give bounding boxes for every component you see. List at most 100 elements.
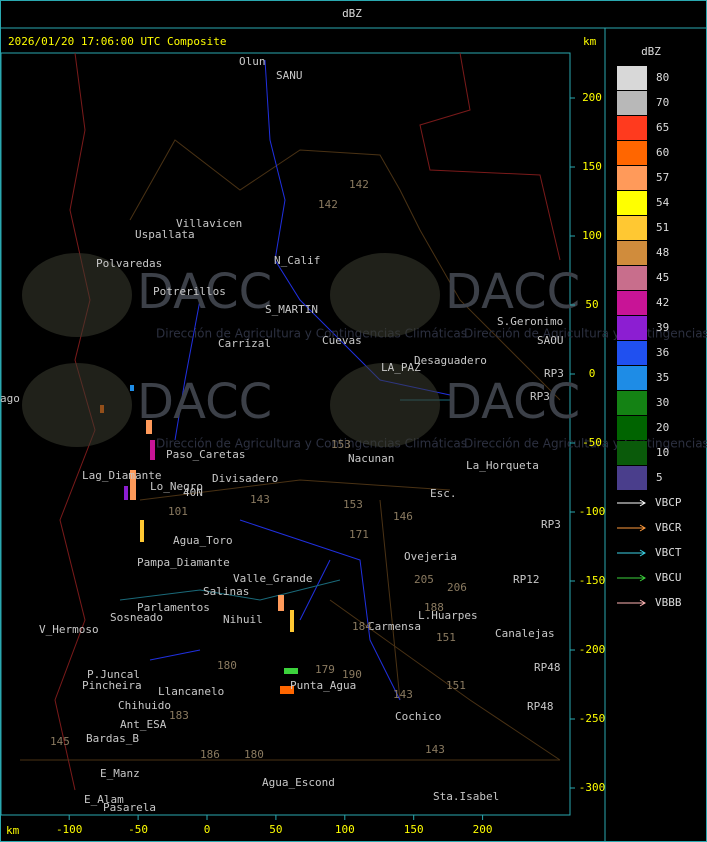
echo <box>280 686 294 694</box>
legend-label: 57 <box>656 171 669 184</box>
place-label: Pampa_Diamante <box>137 556 230 569</box>
legend-label: 70 <box>656 96 669 109</box>
place-label: Llancanelo <box>158 685 224 698</box>
radar-label: VBBB <box>655 596 682 609</box>
legend-swatch <box>617 391 647 415</box>
legend-swatch <box>617 141 647 165</box>
place-label: 186 <box>200 748 220 761</box>
legend-swatch <box>617 466 647 490</box>
echo <box>140 520 144 542</box>
radar-arrow <box>617 599 646 607</box>
place-label: 143 <box>393 688 413 701</box>
place-label: 142 <box>318 198 338 211</box>
unit-label: km <box>583 35 597 48</box>
y-tick-label: 50 <box>585 298 598 311</box>
y-tick-label: -50 <box>582 436 602 449</box>
place-label: V_Hermoso <box>39 623 99 636</box>
echo <box>130 470 136 500</box>
place-label: 143 <box>250 493 270 506</box>
watermark-name: DACC <box>445 264 580 320</box>
place-label: RP48 <box>527 700 554 713</box>
place-label: Carrizal <box>218 337 271 350</box>
place-label: RP12 <box>513 573 540 586</box>
place-label: Potrerillos <box>153 285 226 298</box>
place-label: L.Huarpes <box>418 609 478 622</box>
place-label: 180 <box>217 659 237 672</box>
legend-label: 54 <box>656 196 670 209</box>
legend-label: 51 <box>656 221 669 234</box>
place-label: 205 <box>414 573 434 586</box>
legend-swatch <box>617 216 647 240</box>
legend-swatch <box>617 191 647 215</box>
legend-label: 45 <box>656 271 669 284</box>
radar-label: VBCT <box>655 546 682 559</box>
watermark-name: DACC <box>137 264 272 320</box>
y-tick-label: -200 <box>579 643 606 656</box>
place-label: 206 <box>447 581 467 594</box>
radar-label: VBCP <box>655 496 682 509</box>
watermark-logo <box>22 363 132 447</box>
y-tick-label: 0 <box>589 367 596 380</box>
place-label: Chihuido <box>118 699 171 712</box>
place-label: Nacunan <box>348 452 394 465</box>
place-label: ago <box>0 392 20 405</box>
place-label: RP3 <box>544 367 564 380</box>
watermark-logo <box>22 253 132 337</box>
place-label: 146 <box>393 510 413 523</box>
radar-arrow <box>617 549 646 557</box>
place-label: E_Alam <box>84 793 124 806</box>
place-label: SANU <box>276 69 303 82</box>
radar-arrow <box>617 574 646 582</box>
legend-swatch <box>617 341 647 365</box>
map-border <box>0 52 571 816</box>
legend-label: 42 <box>656 296 669 309</box>
legend-swatch <box>617 91 647 115</box>
place-label: Uspallata <box>135 228 195 241</box>
legend-swatch <box>617 266 647 290</box>
x-tick-label: 0 <box>204 823 211 836</box>
legend-label: 60 <box>656 146 669 159</box>
radar-label: VBCU <box>655 571 682 584</box>
place-label: 153 <box>343 498 363 511</box>
legend-swatch <box>617 416 647 440</box>
watermark-name: DACC <box>137 374 272 430</box>
legend-swatch <box>617 166 647 190</box>
place-label: N_Calif <box>274 254 320 267</box>
watermark-logo <box>330 363 440 447</box>
echo <box>146 420 152 434</box>
place-label: RP3 <box>541 518 561 531</box>
place-label: Paso_Caretas <box>166 448 245 461</box>
place-label: 142 <box>349 178 369 191</box>
place-label: 190 <box>342 668 362 681</box>
y-tick-label: 150 <box>582 160 602 173</box>
place-label: Agua_Toro <box>173 534 233 547</box>
legend-label: 10 <box>656 446 669 459</box>
place-label: 179 <box>315 663 335 676</box>
legend-swatch <box>617 441 647 465</box>
echo <box>150 440 155 460</box>
place-label: Polvaredas <box>96 257 162 270</box>
place-label: 151 <box>446 679 466 692</box>
place-label: S_MARTIN <box>265 303 318 316</box>
place-label: 183 <box>169 709 189 722</box>
legend-swatch <box>617 291 647 315</box>
border <box>419 52 561 261</box>
legend-swatch <box>617 116 647 140</box>
place-label: RP3 <box>530 390 550 403</box>
unit-label: km <box>6 824 20 837</box>
place-label: Nihuil <box>223 613 263 626</box>
watermark-subtitle: Dirección de Agricultura y Contingencias… <box>156 327 467 341</box>
place-label: Pincheira <box>82 679 142 692</box>
place-label: 40N <box>183 486 203 499</box>
legend-label: 36 <box>656 346 669 359</box>
place-label: LA_PAZ <box>381 361 421 374</box>
legend-label: 39 <box>656 321 669 334</box>
echo <box>124 486 128 500</box>
radar-arrow <box>617 524 646 532</box>
legend-label: 30 <box>656 396 669 409</box>
place-label: 145 <box>50 735 70 748</box>
place-label: Desaguadero <box>414 354 487 367</box>
place-label: La_Horqueta <box>466 459 539 472</box>
place-label: Parlamentos <box>137 601 210 614</box>
place-label: Bardas_B <box>86 732 139 745</box>
